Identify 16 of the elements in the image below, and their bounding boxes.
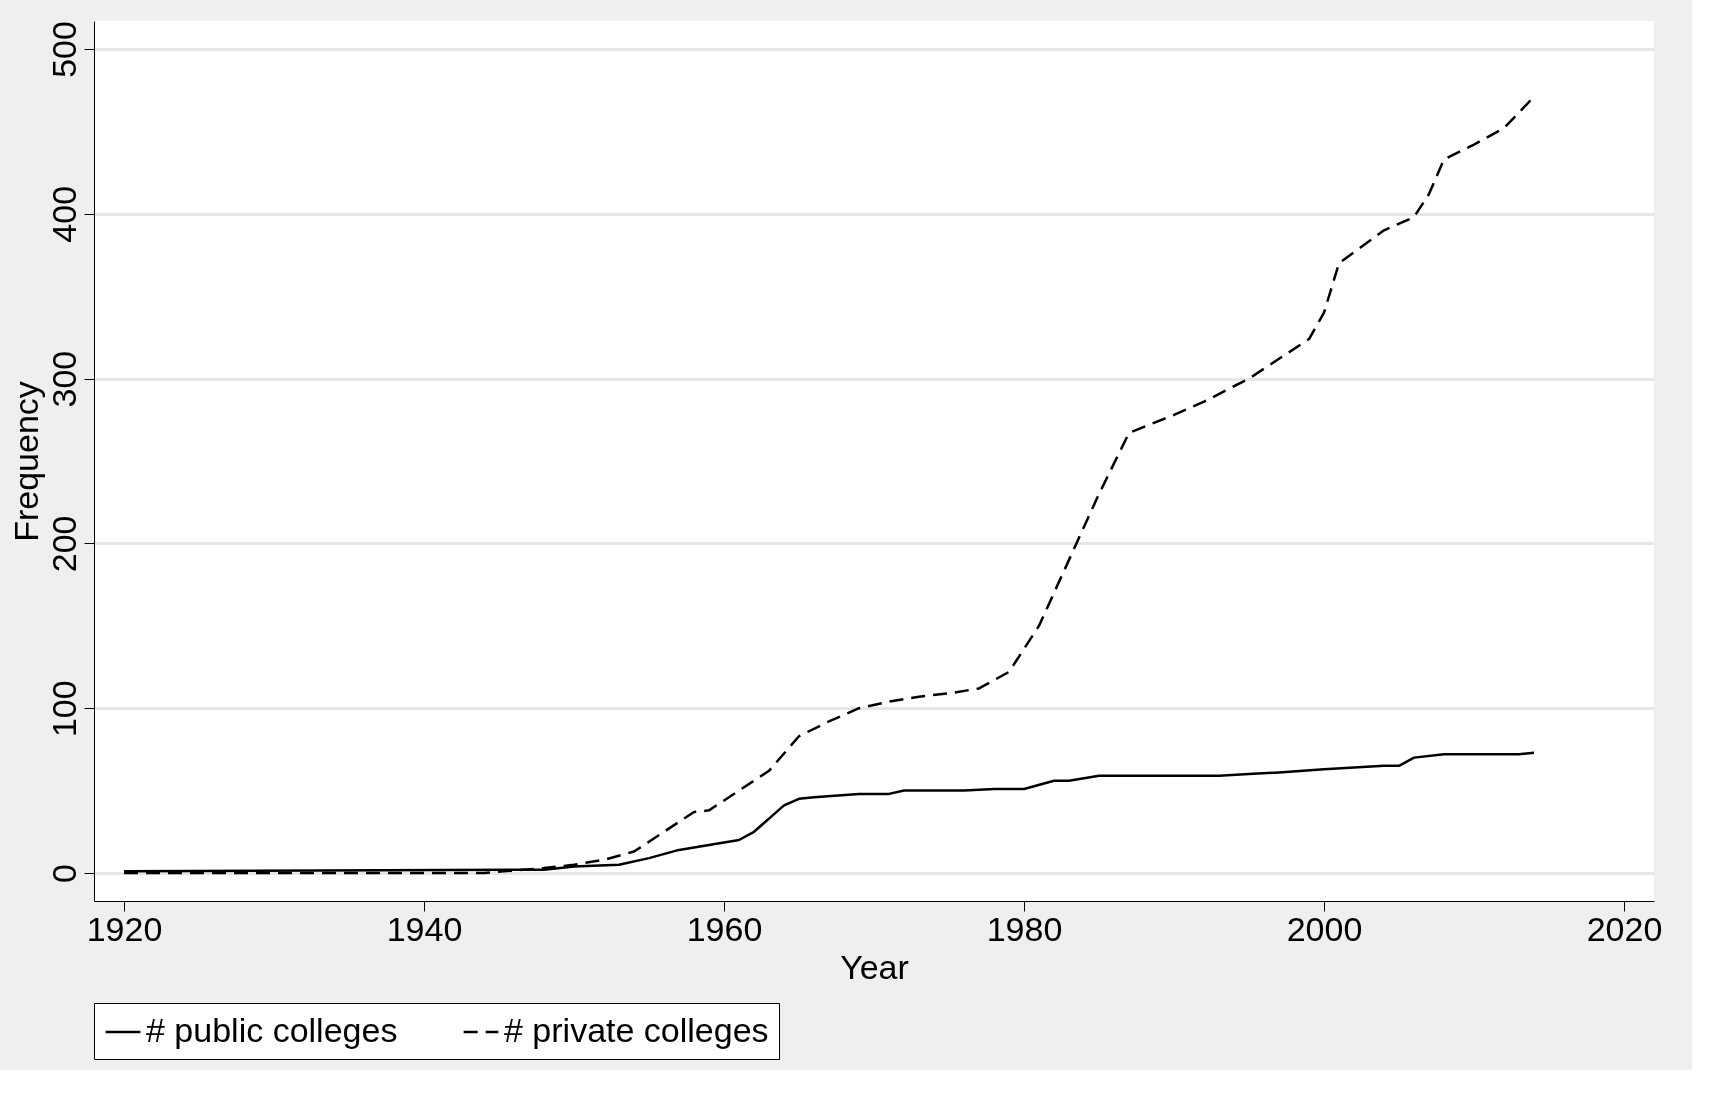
x-tick-label: 2000	[1286, 909, 1363, 948]
x-tick-label: 2020	[1586, 909, 1663, 948]
y-axis-title: Frequency	[6, 381, 45, 542]
legend-label: # private colleges	[504, 1011, 769, 1049]
y-tick-label: 200	[44, 515, 83, 573]
x-axis-title: Year	[840, 947, 909, 986]
y-tick-label: 0	[44, 864, 83, 883]
x-tick-label: 1960	[686, 909, 763, 948]
x-tick-label: 1940	[386, 909, 463, 948]
x-tick-label: 1980	[986, 909, 1063, 948]
x-tick-label: 1920	[86, 909, 163, 948]
legend-label: # public colleges	[146, 1011, 398, 1049]
y-tick-label: 300	[44, 350, 83, 408]
y-tick-label: 400	[44, 185, 83, 243]
y-tick-label: 500	[44, 21, 83, 78]
y-tick-label: 100	[44, 680, 83, 738]
